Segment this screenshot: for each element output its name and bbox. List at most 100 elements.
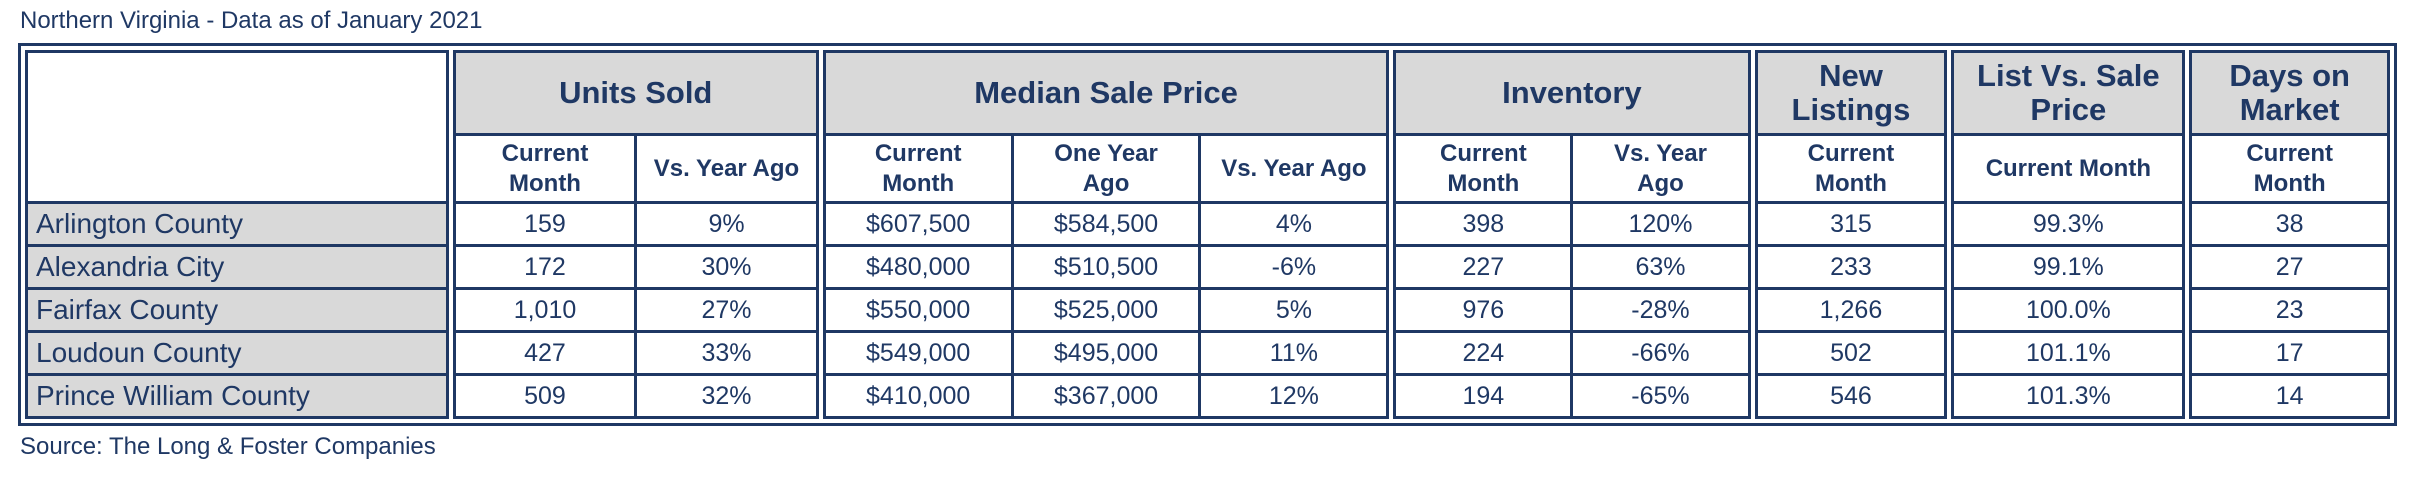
subheader-row: Current Month [1757,133,1945,201]
table-cell: 100.0% [1954,290,2183,330]
table-cell: 509 [455,376,635,416]
row-label: Prince William County [28,373,446,416]
table-cell: 14 [2192,376,2387,416]
table-cell: 12% [1198,376,1387,416]
table-row: 227 63% [1396,244,1748,287]
group-header: Inventory [1396,53,1748,133]
column-group-median-sale-price: Median Sale Price Current Month One Year… [822,50,1390,419]
table-cell: 546 [1757,376,1945,416]
subheader-row: Current Month Vs. Year Ago [1396,133,1748,201]
table-cell: 5% [1198,290,1387,330]
table-cell: 99.3% [1954,204,2183,244]
group-header: New Listings [1757,53,1945,133]
table-row: 1,010 27% [455,287,816,330]
subheader-cell: Current Month [1440,139,1527,197]
column-group-days-on-market: Days on Market Current Month 38 27 23 17… [2189,50,2390,419]
subheader-cell: Current Month [2246,139,2333,197]
table-cell: 315 [1757,204,1945,244]
column-group-list-vs-sale-price: List Vs. Sale Price Current Month 99.3% … [1951,50,2186,419]
table-row: 194 -65% [1396,373,1748,416]
subheader-cell: Current Month [874,139,962,197]
table-cell: $510,500 [1010,247,1199,287]
subheader-cell: Vs. Year Ago [1570,136,1747,201]
table-row: 976 -28% [1396,287,1748,330]
table-cell: $495,000 [1010,333,1199,373]
table-row: 101.1% [1954,330,2183,373]
column-group-units-sold: Units Sold Current Month Vs. Year Ago 15… [452,50,819,419]
table-cell: 976 [1396,290,1571,330]
subheader-cell: One Year Ago [1010,136,1199,201]
table-row: 224 -66% [1396,330,1748,373]
table-cell: 1,010 [455,290,635,330]
table-row: 502 [1757,330,1945,373]
column-group-inventory: Inventory Current Month Vs. Year Ago 398… [1393,50,1751,419]
table-cell: 17 [2192,333,2387,373]
table-cell: 233 [1757,247,1945,287]
table-row: 172 30% [455,244,816,287]
subheader-cell: Vs. Year Ago [1198,136,1386,201]
table-cell: 27% [634,290,816,330]
table-cell: 63% [1570,247,1748,287]
table-cell: 27 [2192,247,2387,287]
table-cell: 172 [455,247,635,287]
table-row: $410,000 $367,000 12% [825,373,1387,416]
table-cell: 99.1% [1954,247,2183,287]
group-header: List Vs. Sale Price [1954,53,2183,133]
table-row: $480,000 $510,500 -6% [825,244,1387,287]
table-cell: 227 [1396,247,1571,287]
table-cell: 9% [634,204,816,244]
subheader-cell: Current Month [501,139,589,197]
table-cell: 23 [2192,290,2387,330]
table-cell: 224 [1396,333,1571,373]
table-cell: 1,266 [1757,290,1945,330]
subheader-cell: Current Month [1807,139,1895,197]
table-row: 159 9% [455,201,816,244]
table-cell: 11% [1198,333,1387,373]
table-row: 14 [2192,373,2387,416]
table-cell: 4% [1198,204,1387,244]
row-label: Arlington County [28,201,446,244]
table-cell: 159 [455,204,635,244]
subheader-cell: Vs. Year Ago [634,136,816,201]
table-row: $550,000 $525,000 5% [825,287,1387,330]
subheader-cell: Current Month [1985,154,2151,182]
subheader-row: Current Month [2192,133,2387,201]
table-row: 315 [1757,201,1945,244]
row-label: Loudoun County [28,330,446,373]
table-cell: 33% [634,333,816,373]
table-row: $607,500 $584,500 4% [825,201,1387,244]
table-cell: $480,000 [825,247,1011,287]
table-cell: 38 [2192,204,2387,244]
table-cell: 398 [1396,204,1571,244]
table-row: 546 [1757,373,1945,416]
table-cell: 194 [1396,376,1571,416]
table-cell: -65% [1570,376,1748,416]
group-header: Days on Market [2192,53,2387,133]
table-cell: 502 [1757,333,1945,373]
group-header: Units Sold [455,53,816,133]
table-row: 99.3% [1954,201,2183,244]
subheader-row: Current Month [1954,133,2183,201]
table-cell: 120% [1570,204,1748,244]
table-row: 27 [2192,244,2387,287]
table-cell: 101.1% [1954,333,2183,373]
corner-cell [28,53,446,201]
table-cell: $550,000 [825,290,1011,330]
group-header: Median Sale Price [825,53,1387,133]
row-label: Fairfax County [28,287,446,330]
table-row: 509 32% [455,373,816,416]
table-cell: $584,500 [1010,204,1199,244]
table-cell: -28% [1570,290,1748,330]
table-row: $549,000 $495,000 11% [825,330,1387,373]
subheader-row: Current Month One Year Ago Vs. Year Ago [825,133,1387,201]
table-cell: 101.3% [1954,376,2183,416]
table-row: 101.3% [1954,373,2183,416]
table-cell: 30% [634,247,816,287]
table-cell: 32% [634,376,816,416]
table-row: 99.1% [1954,244,2183,287]
table-cell: 427 [455,333,635,373]
row-label: Alexandria City [28,244,446,287]
table-row: 1,266 [1757,287,1945,330]
market-stats-table: Arlington County Alexandria City Fairfax… [18,43,2397,426]
